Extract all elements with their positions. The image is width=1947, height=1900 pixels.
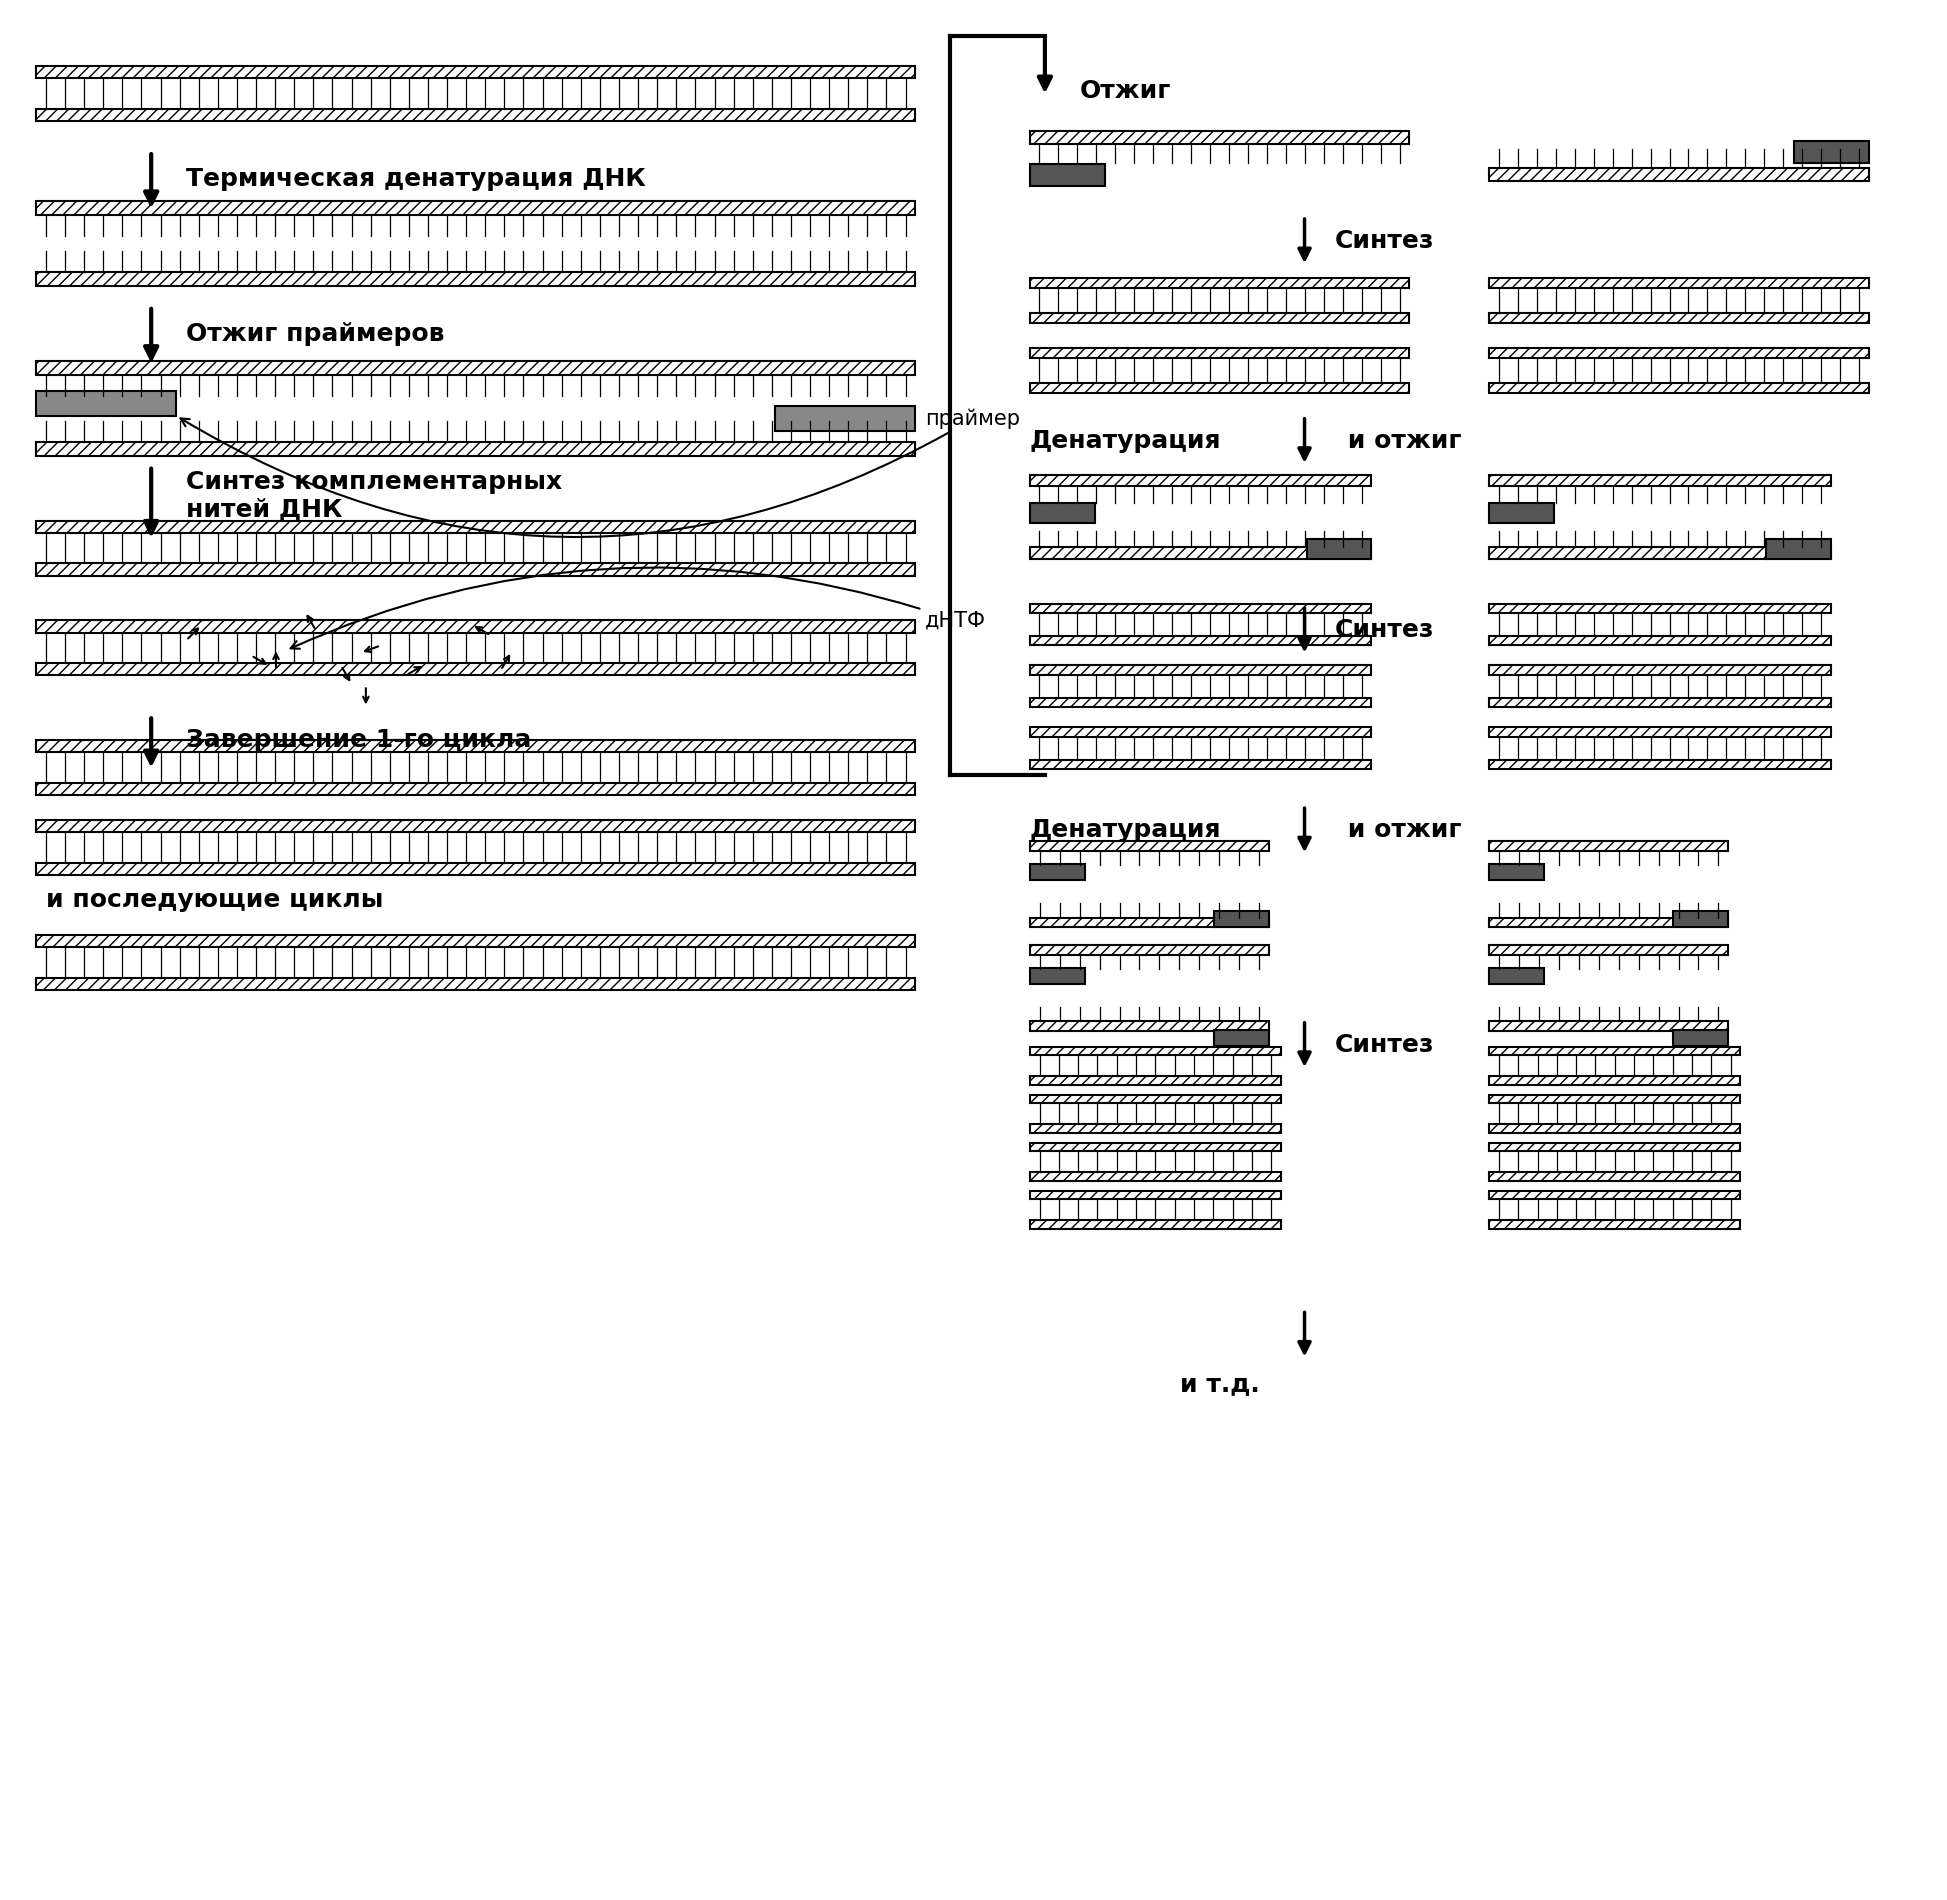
Bar [1672, 912, 1729, 927]
Bar [1030, 1142, 1281, 1151]
Bar [1489, 384, 1869, 393]
Bar [37, 663, 915, 674]
Bar [1030, 944, 1269, 954]
Text: Синтез: Синтез [1334, 230, 1435, 253]
Bar [37, 978, 915, 990]
Bar [1030, 1191, 1281, 1199]
Text: праймер: праймер [181, 408, 1020, 538]
Bar [1030, 314, 1410, 323]
Bar [1030, 163, 1104, 186]
Bar [37, 621, 915, 633]
Bar [1030, 504, 1094, 522]
Bar [1030, 864, 1084, 880]
Text: и отжиг: и отжиг [1340, 819, 1462, 842]
Text: и отжиг: и отжиг [1340, 429, 1462, 452]
Bar [1030, 131, 1410, 144]
Text: Синтез комплементарных
нитей ДНК: Синтез комплементарных нитей ДНК [187, 469, 563, 522]
Bar [1489, 967, 1544, 984]
Bar [37, 391, 175, 416]
Bar [1030, 918, 1269, 927]
Bar [1215, 912, 1269, 927]
Text: Завершение 1-го цикла: Завершение 1-го цикла [187, 728, 532, 752]
Bar [37, 783, 915, 796]
Bar [1766, 538, 1830, 559]
Bar [1030, 384, 1410, 393]
Bar [37, 66, 915, 78]
Bar [1030, 1077, 1281, 1085]
Text: Синтез: Синтез [1334, 1034, 1435, 1056]
Bar [1030, 1094, 1281, 1104]
Bar [1489, 760, 1830, 770]
Bar [1489, 864, 1544, 880]
Bar [1030, 636, 1371, 646]
Bar [37, 441, 915, 456]
Bar [1030, 1125, 1281, 1132]
Bar [1489, 636, 1830, 646]
Bar [1489, 604, 1830, 612]
Bar [1030, 604, 1371, 612]
Bar [1489, 944, 1729, 954]
Bar [1489, 1191, 1741, 1199]
Bar [1489, 728, 1830, 737]
Bar [1489, 277, 1869, 289]
Bar [1489, 697, 1830, 707]
Bar [1489, 665, 1830, 674]
Text: Отжиг: Отжиг [1081, 80, 1172, 103]
Bar [1489, 348, 1869, 357]
Bar [1030, 1047, 1281, 1054]
Bar [37, 564, 915, 576]
Bar [1672, 1030, 1729, 1045]
Bar [1489, 504, 1554, 522]
Bar [1489, 169, 1869, 180]
Bar [1489, 1047, 1741, 1054]
Bar [37, 108, 915, 122]
Bar [1030, 1220, 1281, 1229]
Bar [1030, 277, 1410, 289]
Bar [1030, 697, 1371, 707]
Bar [1489, 1142, 1741, 1151]
Bar [37, 361, 915, 374]
Text: Термическая денатурация ДНК: Термическая денатурация ДНК [187, 167, 646, 192]
Bar [1030, 760, 1371, 770]
Bar [1030, 475, 1371, 486]
Text: Синтез: Синтез [1334, 619, 1435, 642]
Bar [37, 821, 915, 832]
Bar [1489, 1022, 1729, 1032]
Bar [1030, 842, 1269, 851]
Bar [37, 272, 915, 287]
Bar [1030, 665, 1371, 674]
Text: и т.д.: и т.д. [1180, 1372, 1260, 1396]
Bar [1215, 1030, 1269, 1045]
Bar [1489, 842, 1729, 851]
Bar [37, 521, 915, 532]
Text: и последующие циклы: и последующие циклы [47, 887, 384, 912]
Bar [1030, 1172, 1281, 1180]
Bar [37, 201, 915, 215]
Text: Денатурация: Денатурация [1030, 819, 1221, 842]
Bar [1030, 728, 1371, 737]
Bar [37, 935, 915, 946]
Bar [1489, 314, 1869, 323]
Text: Денатурация: Денатурация [1030, 429, 1221, 452]
Bar [37, 863, 915, 876]
Bar [1030, 547, 1371, 559]
Bar [1030, 967, 1084, 984]
Bar [1489, 1094, 1741, 1104]
Bar [1030, 348, 1410, 357]
Bar [37, 741, 915, 752]
Bar [1030, 1022, 1269, 1032]
Text: Отжиг праймеров: Отжиг праймеров [187, 321, 444, 346]
Bar [1489, 1220, 1741, 1229]
Bar [1489, 475, 1830, 486]
Bar [1489, 547, 1830, 559]
Bar [775, 407, 915, 431]
Bar [1306, 538, 1371, 559]
Bar [1793, 141, 1869, 163]
Bar [1489, 918, 1729, 927]
Bar [1489, 1172, 1741, 1180]
Bar [1489, 1077, 1741, 1085]
Text: дНТФ: дНТФ [290, 568, 985, 648]
Bar [1489, 1125, 1741, 1132]
